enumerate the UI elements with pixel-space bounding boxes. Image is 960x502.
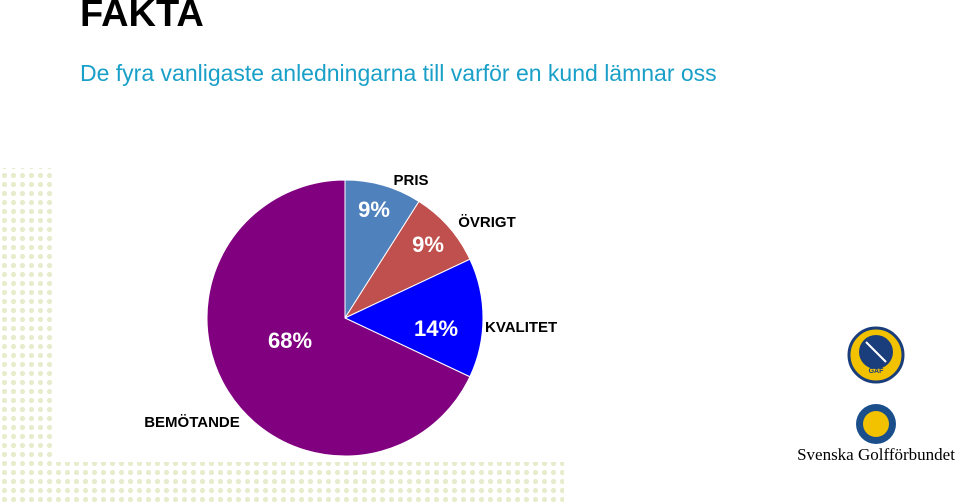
- pie-slice: [343, 258, 484, 378]
- sgf-text: Svenska Golfförbundet: [797, 445, 955, 464]
- data-label: 9%: [358, 197, 390, 222]
- dot-pattern: [0, 168, 52, 502]
- data-label: 9%: [412, 232, 444, 257]
- category-label: BEMÖTANDE: [144, 414, 240, 431]
- category-label: KVALITET: [485, 319, 557, 336]
- gaf-text: GAF: [869, 368, 885, 375]
- sgf-logo: Svenska Golfförbundet: [797, 404, 955, 464]
- title: FAKTA: [80, 0, 204, 35]
- gaf-logo: GAF: [847, 326, 905, 384]
- subtitle: De fyra vanligaste anledningarna till va…: [80, 60, 717, 86]
- category-label: PRIS: [393, 172, 428, 189]
- data-label: 14%: [414, 316, 458, 341]
- dot-pattern: [52, 462, 564, 502]
- category-label: ÖVRIGT: [458, 214, 516, 231]
- pie-slice: [206, 179, 471, 457]
- data-label: 68%: [268, 328, 312, 353]
